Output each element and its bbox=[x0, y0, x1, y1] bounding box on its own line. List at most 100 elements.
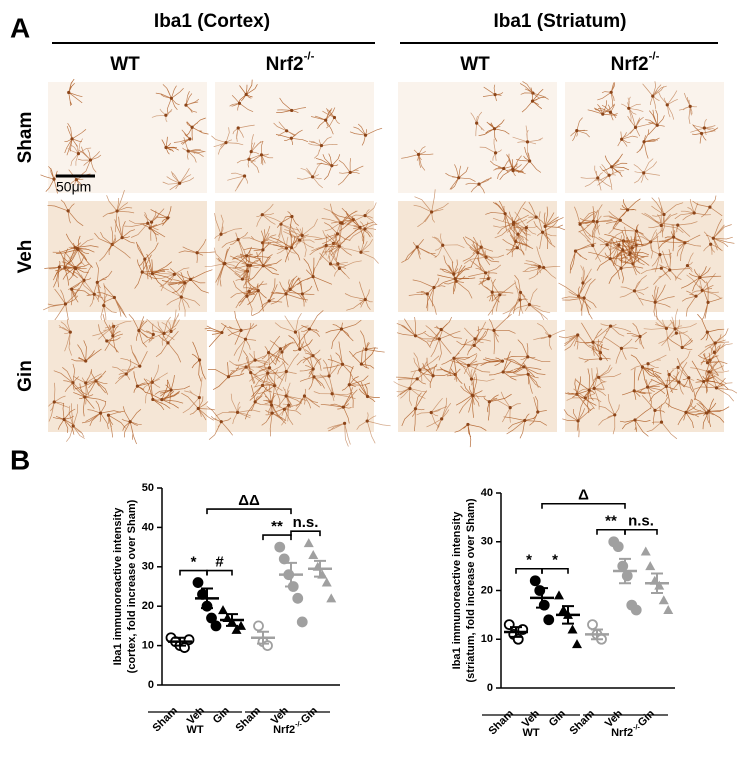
microglia-soma bbox=[307, 327, 312, 331]
row-label: Veh bbox=[15, 240, 36, 274]
microglia-soma bbox=[705, 361, 710, 365]
microglia bbox=[558, 334, 585, 351]
microglia-soma bbox=[536, 410, 540, 414]
microglia-soma bbox=[319, 143, 324, 148]
microglia-soma bbox=[172, 272, 176, 276]
microglia bbox=[533, 322, 568, 350]
microglia bbox=[120, 344, 148, 371]
data-point bbox=[572, 639, 582, 649]
microglia-soma bbox=[534, 215, 538, 219]
microglia-soma bbox=[469, 377, 474, 381]
microglia-soma bbox=[492, 127, 497, 131]
data-point bbox=[567, 624, 578, 634]
data-point bbox=[206, 612, 217, 624]
microglia-soma bbox=[162, 331, 166, 336]
group-label-sup: -/- bbox=[633, 723, 640, 732]
microglia-soma bbox=[677, 380, 681, 384]
significance-bracket bbox=[206, 508, 292, 515]
microglia-soma bbox=[706, 300, 710, 304]
microglia bbox=[513, 274, 526, 316]
group-label: WT bbox=[186, 724, 203, 736]
micrograph bbox=[565, 81, 724, 193]
microglia bbox=[124, 212, 159, 242]
microglia-soma bbox=[52, 177, 56, 181]
significance-bracket bbox=[262, 534, 292, 541]
microglia bbox=[661, 234, 702, 262]
microglia bbox=[393, 370, 427, 406]
microglia-soma bbox=[498, 293, 502, 297]
microglia-soma bbox=[106, 413, 111, 417]
microglia-soma bbox=[608, 257, 612, 261]
microglia-soma bbox=[235, 410, 240, 414]
microglia bbox=[229, 95, 254, 113]
microglia-soma bbox=[300, 233, 304, 238]
microglia bbox=[344, 281, 373, 311]
microglia bbox=[486, 279, 516, 316]
microglia bbox=[519, 81, 549, 100]
microglia-soma bbox=[98, 411, 103, 415]
microglia bbox=[636, 129, 660, 159]
microglia bbox=[691, 360, 715, 401]
microglia bbox=[161, 136, 179, 155]
microglia bbox=[429, 316, 462, 347]
microglia bbox=[396, 316, 431, 348]
microglia-soma bbox=[128, 420, 132, 424]
microglia bbox=[578, 339, 611, 363]
microglia bbox=[658, 90, 678, 120]
microglia-soma bbox=[269, 403, 274, 407]
microglia bbox=[645, 109, 665, 135]
microglia-soma bbox=[595, 220, 599, 224]
microglia bbox=[653, 249, 690, 285]
significance-bracket bbox=[624, 528, 658, 535]
microglia bbox=[161, 268, 194, 294]
microglia-soma bbox=[330, 392, 334, 396]
micrograph-bg bbox=[565, 82, 724, 193]
microglia-soma bbox=[712, 350, 716, 355]
microglia bbox=[40, 166, 58, 194]
microglia-soma bbox=[540, 230, 545, 234]
microglia bbox=[619, 407, 651, 437]
data-point bbox=[543, 614, 555, 626]
y-tick-label: 10 bbox=[142, 640, 154, 652]
microglia-soma bbox=[500, 359, 505, 363]
microglia-soma bbox=[169, 388, 173, 392]
data-point bbox=[262, 640, 273, 651]
microglia-soma bbox=[84, 359, 88, 363]
microglia bbox=[356, 412, 391, 444]
microglia bbox=[249, 367, 276, 401]
microglia-soma bbox=[348, 170, 352, 175]
microglia bbox=[455, 383, 483, 418]
microglia-soma bbox=[483, 271, 488, 275]
microglia bbox=[250, 140, 274, 166]
microglia bbox=[613, 220, 644, 247]
microglia-soma bbox=[261, 248, 265, 252]
microglia-soma bbox=[633, 418, 637, 422]
microglia-soma bbox=[284, 394, 288, 398]
microglia bbox=[322, 107, 340, 129]
microglia bbox=[53, 363, 88, 396]
microglia-soma bbox=[453, 277, 457, 281]
microglia bbox=[274, 390, 307, 409]
data-point bbox=[278, 553, 290, 565]
microglia bbox=[288, 331, 313, 352]
micrograph-bg bbox=[398, 82, 557, 193]
microglia-soma bbox=[607, 173, 611, 177]
microglia-soma bbox=[628, 251, 632, 255]
microglia-soma bbox=[284, 292, 288, 296]
group-label: Nrf2-/- bbox=[273, 720, 302, 736]
microglia bbox=[437, 261, 476, 295]
microglia bbox=[655, 308, 697, 347]
microglia bbox=[44, 261, 71, 288]
microglia bbox=[622, 110, 652, 139]
microglia bbox=[558, 275, 592, 311]
microglia-soma bbox=[415, 245, 419, 249]
microglia-soma bbox=[328, 262, 333, 266]
significance-bracket bbox=[541, 502, 626, 509]
micrograph-bg bbox=[215, 82, 374, 193]
microglia-soma bbox=[95, 280, 99, 284]
microglia-soma bbox=[365, 419, 369, 423]
microglia-soma bbox=[311, 274, 315, 279]
microglia bbox=[232, 124, 255, 142]
microglia-soma bbox=[694, 294, 698, 298]
